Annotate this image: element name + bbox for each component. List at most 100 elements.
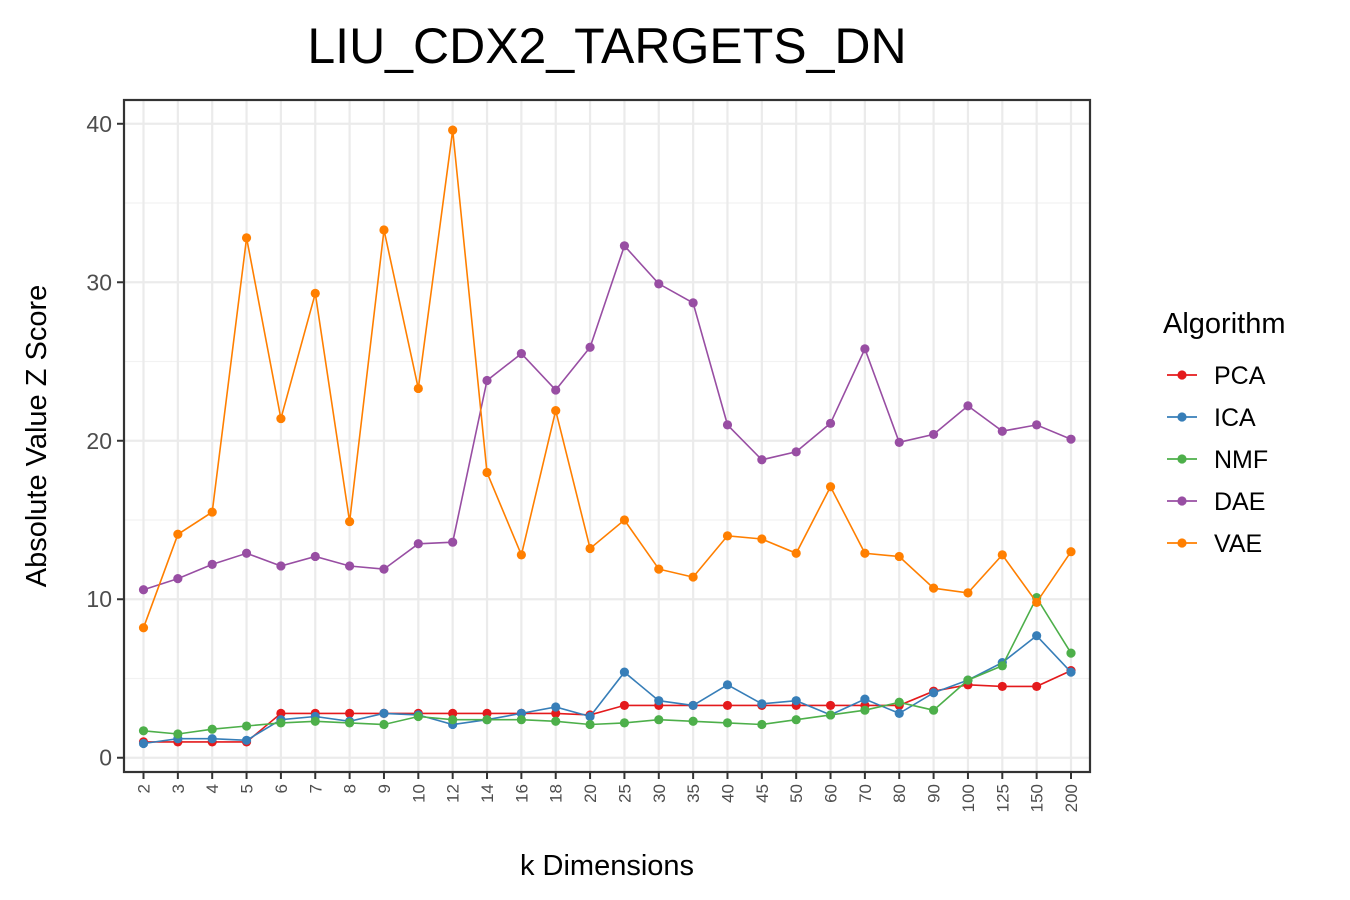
data-point-ica [757,699,767,709]
series-line-dae [143,244,1072,591]
x-tick-label: 18 [547,784,566,803]
data-point-dae [482,375,492,386]
x-tick-label: 2 [135,784,154,793]
data-point-dae [207,559,217,569]
series-group [138,125,1076,749]
x-tick-label: 10 [409,784,428,803]
data-point-nmf [585,719,595,730]
data-point-nmf [173,729,183,739]
data-point-ica [1066,667,1076,677]
data-point-dae [791,447,801,457]
data-point-dae [619,241,630,251]
data-point-dae [928,429,939,440]
data-point-dae [688,298,698,308]
data-point-nmf [379,719,389,730]
data-point-nmf [310,716,320,726]
x-tick-label: 25 [615,784,634,803]
legend-key-point [1177,370,1187,380]
data-point-vae [1066,547,1076,557]
data-point-vae [173,529,183,539]
data-point-vae [928,583,939,593]
legend-item-ica: ICA [1167,404,1256,432]
data-point-ica [722,680,733,690]
data-point-ica [551,702,561,712]
data-point-pca [825,700,836,711]
data-point-dae [654,279,664,289]
series-line-pca [143,669,1072,743]
x-tick-label: 40 [718,784,737,803]
x-tick-label: 150 [1028,784,1047,812]
data-point-nmf [207,724,217,734]
legend-label: NMF [1214,446,1268,474]
data-point-ica [516,708,526,718]
data-point-vae [379,225,389,235]
data-point-nmf [138,726,149,736]
data-point-dae [276,561,286,571]
data-point-pca [1032,681,1042,692]
series-line-nmf [143,596,1072,735]
data-point-dae [860,344,870,354]
data-point-vae [585,543,595,554]
data-point-vae [276,413,286,424]
data-point-nmf [276,718,286,728]
legend: Algorithm PCA ICA NMF DAE VAE [1163,308,1286,558]
data-point-nmf [997,661,1007,671]
x-tick-label: 125 [993,784,1012,812]
legend-item-pca: PCA [1167,362,1266,390]
legend-label: PCA [1214,362,1266,390]
x-tick-label: 4 [203,784,222,793]
data-point-vae [345,516,355,527]
data-point-nmf [688,716,698,726]
data-point-ica [241,735,252,745]
x-tick-label: 7 [306,784,325,793]
chart-title: LIU_CDX2_TARGETS_DN [307,18,906,74]
data-point-vae [757,534,767,544]
data-point-vae [482,467,492,478]
plot-panel-border [122,98,1092,774]
data-point-vae [654,564,664,574]
x-tick-label: 3 [169,784,188,793]
data-point-nmf [448,715,458,725]
data-point-dae [963,401,973,411]
data-point-vae [516,550,526,560]
series-line-ica [143,634,1072,745]
legend-key-point [1177,454,1187,464]
data-point-dae [997,426,1007,436]
x-tick-label: 8 [341,784,360,793]
legend-label: DAE [1214,488,1265,516]
data-point-nmf [825,710,836,720]
x-tick-label: 30 [650,784,669,803]
data-point-pca [551,708,561,718]
y-axis-title: Absolute Value Z Score [21,285,53,588]
x-tick-label: 90 [925,784,944,803]
x-axis-title: k Dimensions [520,850,694,882]
data-point-nmf [894,697,904,707]
data-point-ica [654,696,664,706]
x-tick-label: 16 [512,784,531,803]
data-point-nmf [757,719,767,730]
data-point-nmf [654,715,664,725]
data-point-nmf [241,721,252,731]
legend-item-vae: VAE [1167,530,1262,558]
data-point-vae [310,288,320,298]
data-point-dae [138,585,149,595]
legend-item-dae: DAE [1167,488,1265,516]
x-tick-label: 20 [581,784,600,803]
data-point-vae [791,548,801,558]
x-tick-label: 14 [478,784,497,803]
data-point-ica [860,694,870,704]
x-tick-label: 12 [444,784,463,803]
data-point-dae [448,537,458,547]
data-point-pca [448,708,458,718]
data-point-vae [825,482,836,492]
data-point-nmf [482,715,492,725]
data-point-dae [379,564,389,574]
legend-key-point [1177,496,1187,506]
legend-item-nmf: NMF [1167,446,1268,474]
data-point-dae [1032,420,1042,430]
x-tick-label: 9 [375,784,394,793]
data-point-nmf [1066,648,1076,658]
data-point-ica [928,688,939,698]
